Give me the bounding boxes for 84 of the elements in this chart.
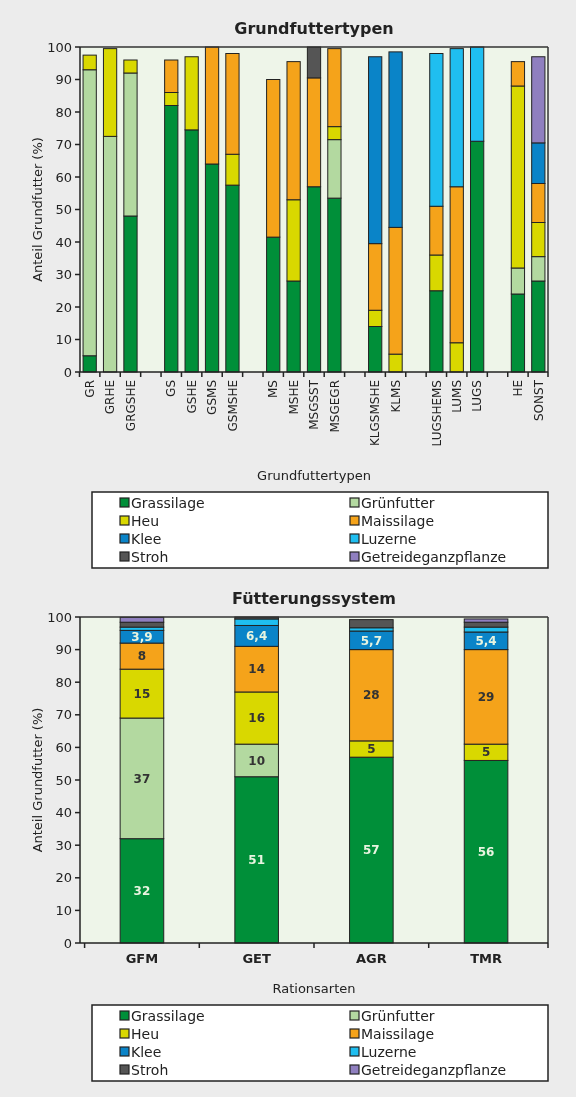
data-label: 10 bbox=[248, 753, 265, 768]
data-label: 51 bbox=[248, 853, 265, 868]
legend-label: Klee bbox=[131, 1043, 162, 1060]
legend-label: Getreideganzpflanze bbox=[361, 548, 507, 565]
x-tick-label: SONST bbox=[531, 379, 546, 421]
data-label: 29 bbox=[477, 690, 495, 705]
y-tick-label: 70 bbox=[55, 707, 72, 723]
x-tick-label: GET bbox=[242, 951, 271, 966]
y-tick-label: 40 bbox=[55, 234, 72, 250]
data-label: 3,9 bbox=[131, 629, 153, 644]
y-tick-label: 30 bbox=[55, 267, 72, 283]
legend-label: Heu bbox=[131, 1025, 160, 1042]
x-tick-label: KLMS bbox=[388, 380, 403, 413]
x-axis-title: Rationsarten bbox=[272, 981, 356, 996]
data-label: 32 bbox=[133, 884, 151, 899]
x-tick-label: LUMS bbox=[449, 380, 464, 413]
data-label: 6,4 bbox=[246, 629, 268, 644]
y-tick-label: 30 bbox=[55, 837, 72, 853]
legend-label: Stroh bbox=[131, 548, 169, 565]
data-label: 28 bbox=[363, 688, 380, 703]
x-tick-label: GFM bbox=[125, 951, 159, 966]
y-tick-label: 60 bbox=[55, 739, 72, 755]
data-label: 15 bbox=[133, 686, 151, 701]
y-tick-label: 50 bbox=[55, 772, 72, 788]
x-tick-label: MSHE bbox=[286, 380, 301, 415]
y-axis-title: Anteil Grundfutter (%) bbox=[30, 707, 45, 853]
y-tick-label: 80 bbox=[55, 104, 72, 120]
data-label: 5 bbox=[481, 745, 491, 760]
y-tick-label: 60 bbox=[55, 169, 72, 185]
x-tick-label: LUGSHEMS bbox=[429, 380, 444, 447]
legend-label: Grassilage bbox=[131, 1007, 205, 1024]
x-tick-label: MSGEGR bbox=[327, 380, 342, 433]
x-tick-label: MSGSST bbox=[307, 379, 322, 430]
data-label: 5,7 bbox=[360, 633, 382, 648]
y-tick-label: 10 bbox=[55, 332, 72, 348]
legend-label: Klee bbox=[131, 530, 162, 547]
data-label: 16 bbox=[248, 711, 265, 726]
y-tick-label: 10 bbox=[55, 902, 72, 918]
x-tick-label: LUGS bbox=[470, 380, 485, 412]
legend-label: Heu bbox=[131, 512, 160, 529]
x-tick-label: TMR bbox=[470, 951, 502, 966]
x-axis-title: Grundfuttertypen bbox=[257, 468, 371, 483]
x-tick-label: GR bbox=[82, 380, 97, 398]
data-label: 57 bbox=[363, 843, 380, 858]
x-tick-label: KLGSMSHE bbox=[368, 380, 383, 447]
x-tick-label: AGR bbox=[355, 951, 387, 966]
x-tick-label: GS bbox=[164, 380, 179, 397]
x-tick-label: GSHE bbox=[184, 380, 199, 414]
y-tick-label: 80 bbox=[55, 674, 72, 690]
y-tick-label: 90 bbox=[55, 642, 72, 658]
y-tick-label: 20 bbox=[55, 299, 72, 315]
data-label: 5 bbox=[367, 742, 376, 757]
data-label: 37 bbox=[133, 771, 151, 786]
y-tick-label: 70 bbox=[55, 137, 72, 153]
data-label: 56 bbox=[477, 844, 495, 859]
legend-label: Luzerne bbox=[361, 530, 417, 547]
x-tick-label: HE bbox=[511, 380, 526, 397]
legend-label: Stroh bbox=[131, 1061, 169, 1078]
y-tick-label: 100 bbox=[47, 609, 72, 625]
legend-label: Grünfutter bbox=[361, 1007, 435, 1024]
y-tick-label: 0 bbox=[63, 935, 72, 951]
y-tick-label: 0 bbox=[63, 364, 72, 380]
data-label: 5,4 bbox=[475, 634, 497, 648]
y-tick-label: 100 bbox=[47, 39, 72, 55]
legend-label: Grünfutter bbox=[361, 494, 435, 511]
x-tick-label: GSMS bbox=[205, 380, 220, 415]
x-tick-label: GRHE bbox=[103, 380, 118, 415]
legend-label: Grassilage bbox=[131, 494, 205, 511]
data-label: 8 bbox=[137, 649, 147, 664]
y-tick-label: 90 bbox=[55, 72, 72, 88]
legend-label: Getreideganzpflanze bbox=[361, 1061, 507, 1078]
x-tick-label: GRGSHE bbox=[123, 380, 138, 432]
x-tick-label: MS bbox=[266, 380, 281, 398]
x-tick-label: GSMSHE bbox=[225, 380, 240, 432]
data-label: 14 bbox=[248, 662, 265, 677]
y-tick-label: 20 bbox=[55, 870, 72, 886]
legend-label: Maissilage bbox=[361, 512, 434, 529]
y-tick-label: 40 bbox=[55, 805, 72, 821]
legend-label: Maissilage bbox=[361, 1025, 434, 1042]
chart-title: Grundfuttertypen bbox=[234, 19, 394, 38]
legend-label: Luzerne bbox=[361, 1043, 417, 1060]
y-tick-label: 50 bbox=[55, 202, 72, 218]
chart-title: Fütterungssystem bbox=[232, 589, 396, 608]
y-axis-title: Anteil Grundfutter (%) bbox=[30, 137, 45, 282]
